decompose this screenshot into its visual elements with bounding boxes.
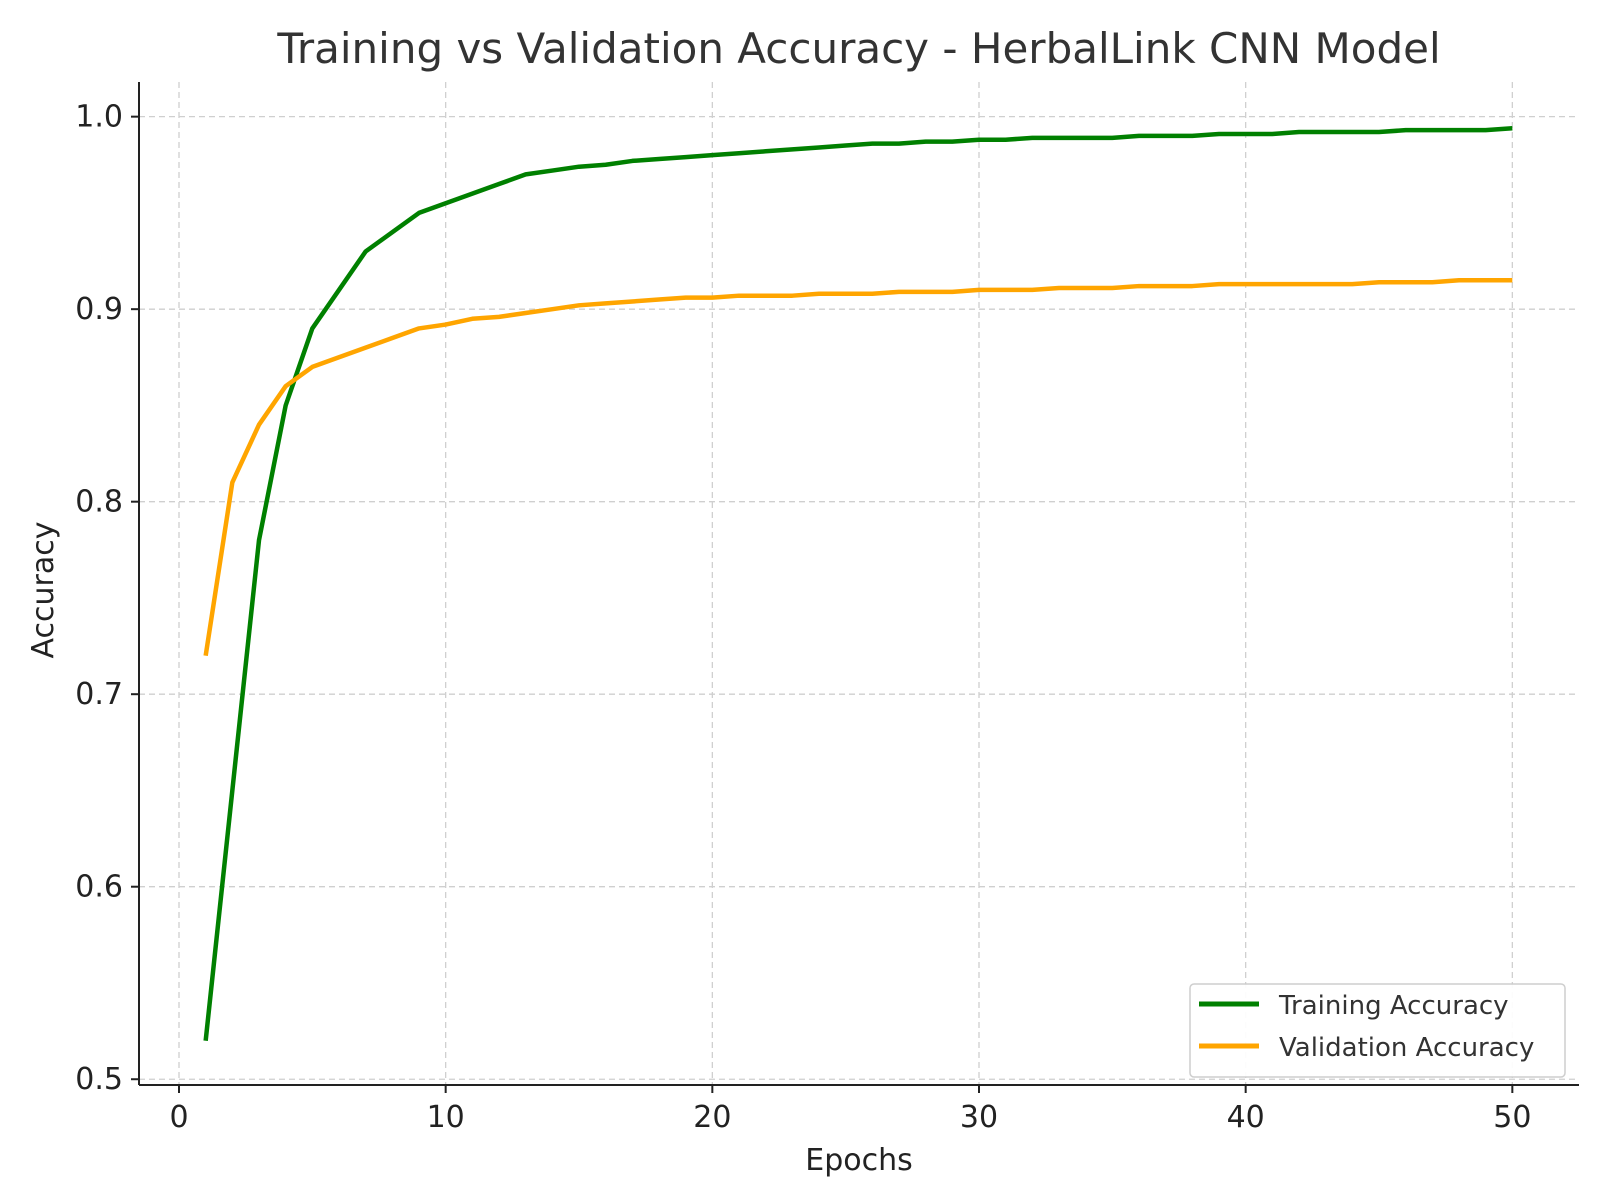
y-tick-label-3: 0.8 bbox=[75, 485, 123, 520]
y-tick-label-2: 0.7 bbox=[75, 677, 123, 712]
training-accuracy-line bbox=[203, 125, 1513, 1041]
axes-layer bbox=[138, 82, 1579, 1086]
y-axis-label: Accuracy bbox=[26, 522, 61, 659]
series-layer bbox=[203, 125, 1513, 1041]
chart-legend: Training Accuracy Validation Accuracy bbox=[1189, 983, 1566, 1078]
legend-box bbox=[1189, 983, 1566, 1078]
x-tick-label-1: 10 bbox=[427, 1100, 465, 1135]
x-tick-label-0: 0 bbox=[169, 1100, 188, 1135]
x-tick-label-2: 20 bbox=[693, 1100, 731, 1135]
y-tick-label-0: 0.5 bbox=[75, 1062, 123, 1097]
chart-title: Training vs Validation Accuracy - Herbal… bbox=[276, 24, 1440, 73]
x-tick-label-3: 30 bbox=[960, 1100, 998, 1135]
y-tick-label-5: 1.0 bbox=[75, 100, 123, 135]
x-tick-label-4: 40 bbox=[1227, 1100, 1265, 1135]
x-tick-label-5: 50 bbox=[1493, 1100, 1531, 1135]
validation-accuracy-line bbox=[203, 278, 1513, 657]
legend-label-training-accuracy: Training Accuracy bbox=[1278, 991, 1509, 1021]
y-tick-label-4: 0.9 bbox=[75, 292, 123, 327]
y-tick-label-1: 0.6 bbox=[75, 870, 123, 905]
x-axis-label: Epochs bbox=[805, 1143, 913, 1178]
legend-label-validation-accuracy: Validation Accuracy bbox=[1279, 1033, 1534, 1063]
ticks-layer: 0 10 20 30 40 50 0.5 0.6 0.7 0.8 0.9 1.0 bbox=[75, 100, 1531, 1135]
grid-layer bbox=[139, 82, 1579, 1085]
